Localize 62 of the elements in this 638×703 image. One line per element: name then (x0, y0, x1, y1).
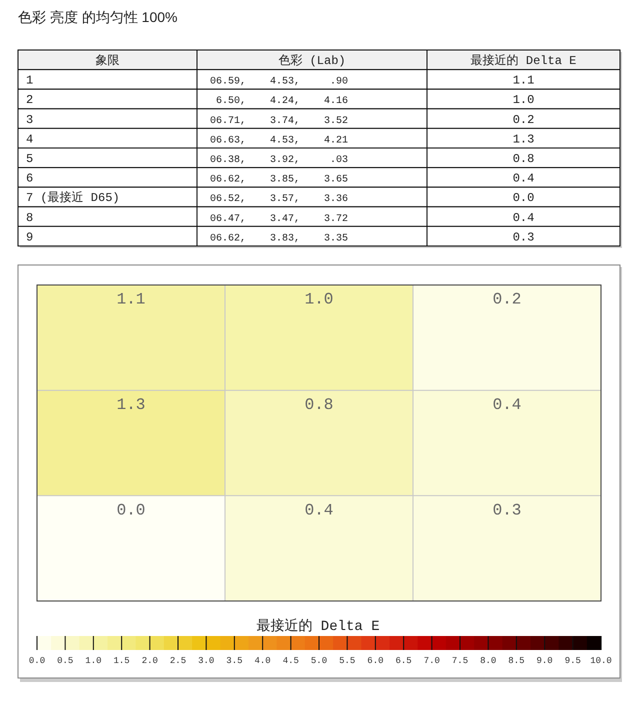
color-bar-label: 10.0 (590, 656, 612, 666)
text: 1 (26, 74, 34, 88)
color-bar-label: 5.5 (339, 656, 356, 666)
text: 7 (最接近 D65) (26, 190, 120, 206)
text: 0.2 (492, 290, 522, 309)
text: 1.1 (512, 74, 534, 88)
text: 1.3 (116, 396, 146, 414)
text: 06.71, 3.74, 3.52 (210, 116, 348, 127)
color-bar-label: 0.0 (28, 656, 46, 666)
color-bar-label: 4.5 (282, 656, 299, 666)
text: 4 (26, 132, 34, 146)
text: 0.4 (512, 210, 534, 225)
color-bar-label: 9.5 (564, 656, 581, 666)
text: 06.38, 3.92, .03 (210, 155, 348, 166)
text: 0.4 (304, 501, 334, 520)
color-bar-label: 2.5 (170, 656, 186, 666)
text: 6 (26, 172, 34, 186)
color-bar-label: 8.5 (508, 656, 524, 666)
text: 1.3 (512, 132, 534, 146)
text: 06.62, 3.85, 3.65 (210, 174, 348, 186)
text: 0.4 (512, 172, 534, 186)
text: 06.62, 3.83, 3.35 (210, 233, 348, 244)
text: 0.0 (116, 501, 146, 520)
color-bar-label: 3.5 (226, 656, 242, 666)
text: 0.8 (512, 152, 534, 166)
text: 9 (26, 230, 34, 244)
text: 1.0 (512, 93, 534, 108)
text: 1.1 (116, 290, 146, 309)
text: 06.52, 3.57, 3.36 (210, 194, 348, 206)
color-bar-label: 7.5 (452, 656, 468, 666)
text: 06.59, 4.53, .90 (210, 76, 348, 88)
text: 0.4 (492, 396, 522, 414)
text: 象限 (96, 54, 120, 68)
color-bar-label: 6.0 (367, 656, 384, 666)
text: 0.3 (512, 230, 534, 244)
text: 8 (26, 210, 34, 225)
color-bar-label: 1.0 (85, 656, 102, 666)
text: 0.3 (492, 501, 522, 520)
text: 色彩 亮度 的均匀性 100% (18, 9, 178, 25)
color-bar-label: 3.0 (198, 656, 214, 666)
text: 5 (26, 152, 34, 166)
color-bar-label: 2.0 (142, 656, 158, 666)
text: 2 (26, 93, 34, 108)
text: 0.0 (512, 191, 534, 206)
text: 06.47, 3.47, 3.72 (210, 214, 348, 225)
text: 1.0 (304, 290, 334, 309)
text: 3 (26, 112, 34, 127)
text: 色彩 (Lab) (278, 54, 346, 68)
color-bar-title: 最接近的 Delta E (256, 618, 380, 635)
text: 最接近的 Delta E (470, 53, 576, 68)
text: 06.63, 4.53, 4.21 (210, 135, 348, 146)
color-bar-label: 5.0 (310, 656, 328, 666)
color-bar-label: 6.5 (396, 656, 412, 666)
color-bar-label: 1.5 (114, 656, 130, 666)
color-bar-label: 9.0 (536, 656, 553, 666)
text: 0.2 (512, 112, 534, 127)
color-bar-label: 0.5 (57, 656, 74, 666)
color-bar-label: 4.0 (254, 656, 271, 666)
text: 0.8 (304, 396, 334, 414)
color-bar-label: 7.0 (424, 656, 440, 666)
text: 6.50, 4.24, 4.16 (216, 96, 348, 108)
color-bar-label: 8.0 (480, 656, 496, 666)
